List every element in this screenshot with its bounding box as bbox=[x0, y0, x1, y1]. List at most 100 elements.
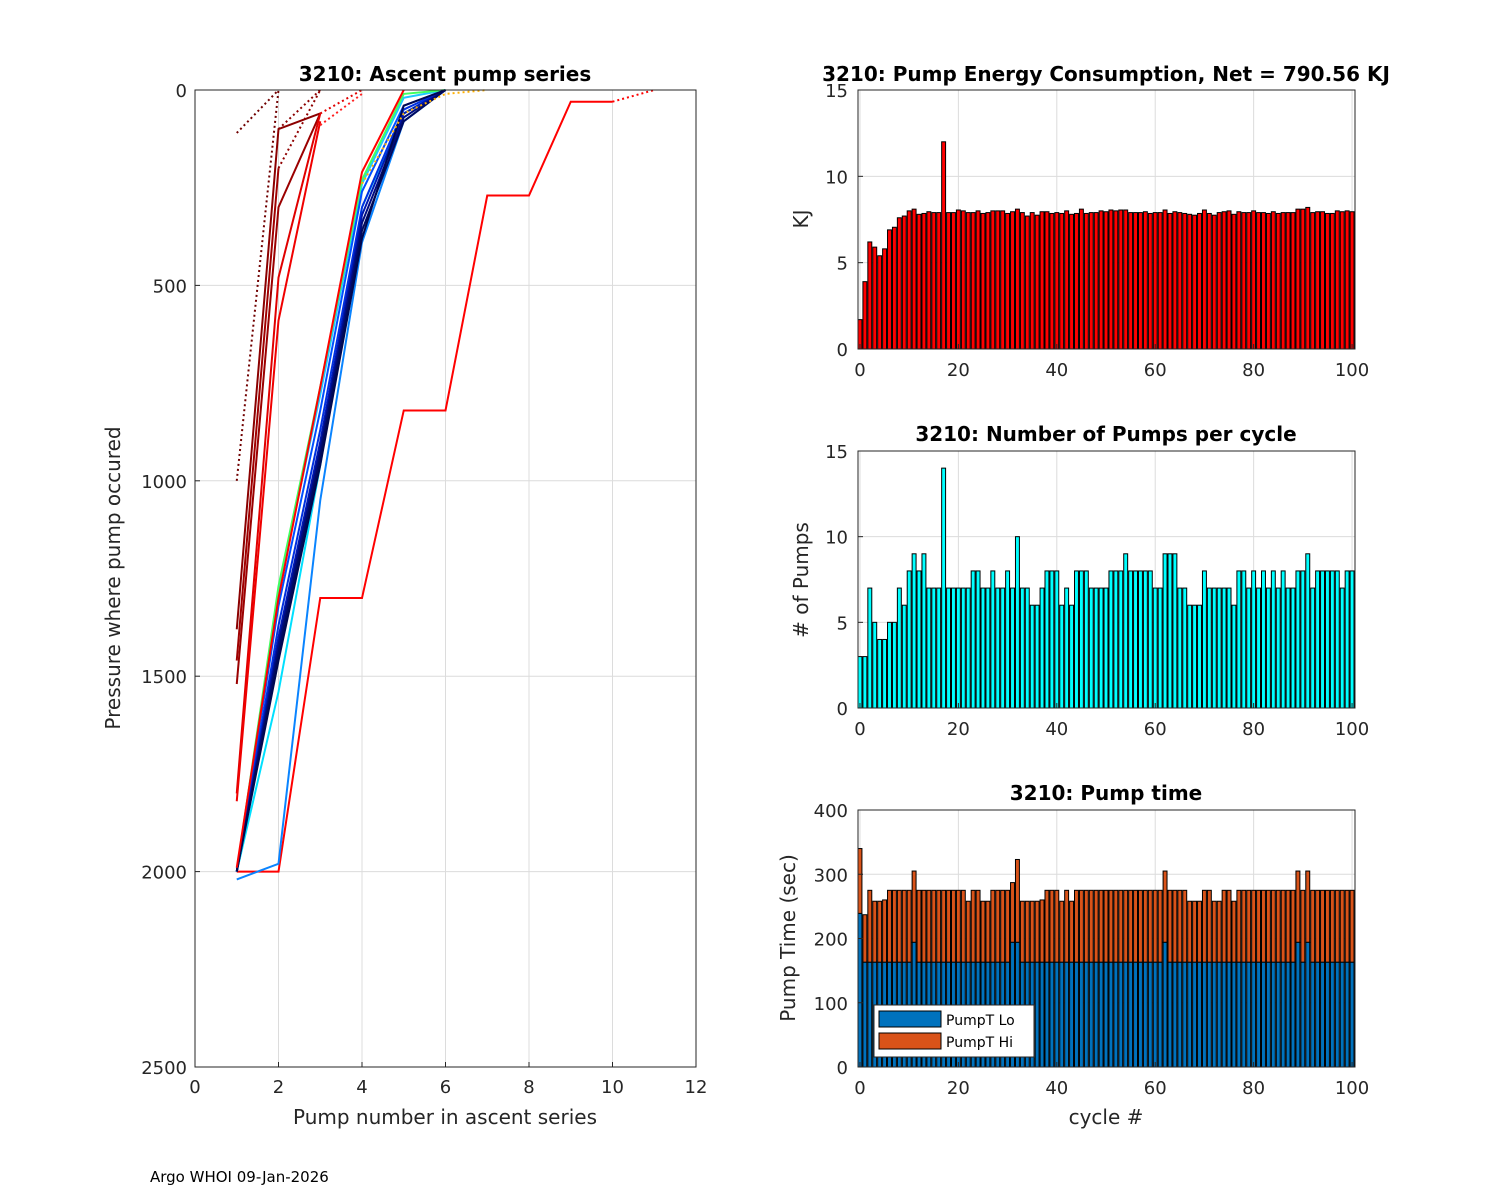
bar bbox=[1024, 587, 1030, 709]
bar-pumpt-lo bbox=[1059, 961, 1065, 1068]
bar bbox=[1334, 570, 1340, 709]
bar bbox=[1241, 570, 1247, 709]
bar bbox=[975, 570, 981, 709]
bar-pumpt-lo bbox=[1320, 961, 1325, 1068]
bar-pumpt-hi bbox=[1098, 889, 1104, 963]
bar bbox=[1295, 570, 1301, 709]
bar-pumpt-lo bbox=[1305, 941, 1311, 1068]
legend-label-lo: PumpT Lo bbox=[946, 1013, 1015, 1029]
tick-labels: 0 2 4 6 8 10 12 0 500 1000 1500 2000 2500 bbox=[141, 81, 707, 1098]
energy-plot: 0 20 40 60 80 100 0 5 10 15 3210: Pump Energy Con… bbox=[789, 62, 1390, 381]
bar bbox=[1152, 587, 1158, 709]
bar-pumpt-hi bbox=[1034, 900, 1040, 963]
bar bbox=[1285, 212, 1291, 350]
bar-pumpt-lo bbox=[1123, 961, 1129, 1068]
y-tick-label: 15 bbox=[825, 442, 848, 463]
bar bbox=[1098, 210, 1104, 350]
x-tick-label: 2 bbox=[273, 1077, 284, 1098]
pump-series-line bbox=[277, 89, 321, 130]
bar-pumpt-lo bbox=[1344, 961, 1350, 1068]
x-tick-label: 10 bbox=[601, 1077, 624, 1098]
x-tick-label: 80 bbox=[1242, 719, 1265, 740]
bar bbox=[960, 587, 966, 709]
bar-pumpt-lo bbox=[1172, 961, 1178, 1068]
bar bbox=[911, 208, 917, 350]
pump-series-line bbox=[235, 89, 280, 481]
bar bbox=[1029, 212, 1035, 350]
bar bbox=[1133, 570, 1139, 709]
bar-pumpt-hi bbox=[1221, 889, 1227, 963]
pump-series-line bbox=[235, 113, 322, 794]
bar bbox=[1236, 570, 1242, 709]
bar-pumpt-hi bbox=[1251, 889, 1257, 963]
bar bbox=[1246, 587, 1252, 709]
bar-pumpt-hi bbox=[1320, 889, 1325, 963]
bar-pumpt-hi bbox=[857, 848, 863, 914]
y-axis-label: KJ bbox=[789, 209, 813, 228]
bar-pumpt-hi bbox=[975, 889, 981, 963]
bar-pumpt-hi bbox=[1064, 889, 1070, 963]
bar bbox=[896, 587, 902, 709]
bar bbox=[1344, 210, 1350, 350]
bar-pumpt-lo bbox=[1044, 961, 1050, 1068]
bar bbox=[1024, 215, 1030, 350]
bar bbox=[1000, 587, 1006, 709]
bar bbox=[1315, 570, 1321, 709]
bar-pumpt-hi bbox=[887, 889, 892, 963]
bar bbox=[1162, 553, 1168, 709]
bar bbox=[1019, 212, 1025, 350]
bar-pumpt-lo bbox=[1334, 961, 1340, 1068]
bar-pumpt-lo bbox=[1083, 961, 1089, 1068]
bar bbox=[965, 587, 971, 709]
bar bbox=[990, 570, 996, 709]
bar-pumpt-hi bbox=[1275, 889, 1281, 963]
bar bbox=[1339, 587, 1345, 709]
x-tick-label: 60 bbox=[1144, 360, 1167, 381]
bar bbox=[1256, 212, 1262, 350]
bar-pumpt-hi bbox=[1157, 889, 1163, 963]
bar-pumpt-hi bbox=[1172, 889, 1178, 963]
bar bbox=[1251, 570, 1257, 709]
x-tick-label: 40 bbox=[1045, 719, 1068, 740]
bar bbox=[1236, 211, 1242, 350]
bar-pumpt-lo bbox=[1295, 941, 1301, 1068]
bar-pumpt-hi bbox=[891, 889, 897, 963]
bar bbox=[1034, 604, 1040, 709]
pump-time-plot: 0 20 40 60 80 100 0 100 200 300 400 3210: Pump tim… bbox=[776, 781, 1369, 1129]
bar-pumpt-hi bbox=[916, 889, 922, 963]
bar bbox=[1064, 587, 1070, 709]
bar bbox=[1152, 212, 1158, 350]
bar-pumpt-lo bbox=[1349, 961, 1355, 1068]
bar-pumpt-hi bbox=[896, 889, 902, 963]
bar bbox=[926, 587, 932, 709]
bar bbox=[1177, 212, 1183, 350]
bar-pumpt-hi bbox=[1069, 900, 1075, 963]
bar-pumpt-hi bbox=[921, 889, 927, 963]
bar-pumpt-hi bbox=[965, 900, 971, 963]
bar bbox=[980, 587, 986, 709]
bar bbox=[1280, 570, 1286, 709]
bar bbox=[985, 212, 991, 350]
bar bbox=[1010, 587, 1015, 709]
y-tick-label: 10 bbox=[825, 167, 848, 188]
bar bbox=[1069, 213, 1075, 350]
bar-pumpt-hi bbox=[862, 914, 868, 963]
bar bbox=[1157, 587, 1163, 709]
bar bbox=[1128, 212, 1134, 350]
bar bbox=[1270, 211, 1276, 350]
bar bbox=[990, 210, 996, 350]
bar bbox=[946, 212, 952, 350]
bar-pumpt-hi bbox=[1344, 889, 1350, 963]
bar-pumpt-hi bbox=[985, 900, 991, 963]
bar-pumpt-lo bbox=[1074, 961, 1079, 1068]
pump-series-line bbox=[236, 100, 613, 873]
bar bbox=[1123, 553, 1129, 709]
pump-series-lines bbox=[235, 89, 655, 881]
bar-pumpt-lo bbox=[857, 912, 863, 1068]
bar-pumpt-hi bbox=[1078, 889, 1084, 963]
bar-pumpt-hi bbox=[1246, 889, 1252, 963]
bar bbox=[1167, 212, 1173, 350]
bar-pumpt-lo bbox=[1088, 961, 1094, 1068]
bar bbox=[931, 587, 937, 709]
y-tick-label: 2500 bbox=[141, 1058, 187, 1079]
